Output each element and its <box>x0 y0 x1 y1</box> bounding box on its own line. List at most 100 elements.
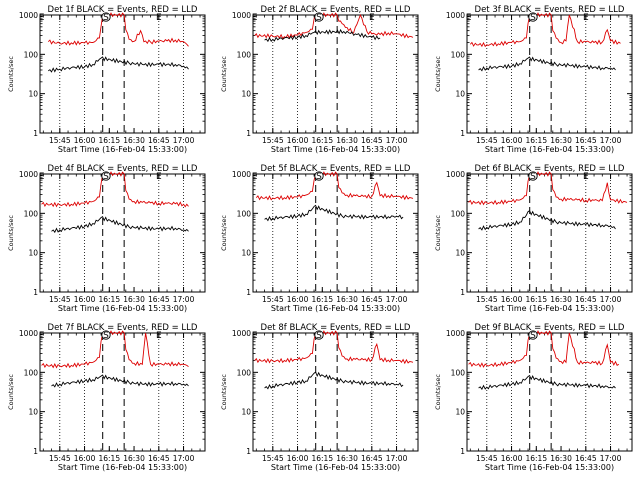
x-axis-label: Start Time (16-Feb-04 15:33:00) <box>271 304 400 313</box>
y-tick-label: 100 <box>237 209 252 218</box>
flag-e: E <box>252 331 258 341</box>
panel-4: Det 4f BLACK = Events, RED = LLD 1 10 100 10… <box>7 164 206 313</box>
flag-e: E <box>39 331 45 341</box>
x-tick-label: 17:00 <box>173 454 195 463</box>
y-tick-label: 10 <box>28 408 38 417</box>
x-tick-label: 16:30 <box>123 295 145 304</box>
flag-e: E <box>156 331 162 341</box>
y-axis-label: Counts/sec <box>434 56 442 92</box>
x-tick-label: 16:15 <box>98 454 120 463</box>
flag-e: E <box>252 13 258 23</box>
sun-flag-circle <box>528 171 538 181</box>
events-series-line <box>264 371 404 390</box>
x-tick-label: 17:00 <box>600 295 622 304</box>
x-axis-label: Start Time (16-Feb-04 15:33:00) <box>271 463 400 472</box>
x-tick-label: 16:15 <box>98 136 120 145</box>
events-series-line <box>264 204 404 222</box>
x-tick-label: 15:45 <box>262 136 284 145</box>
y-axis-label: Counts/sec <box>7 374 15 410</box>
flag-e: E <box>39 13 45 23</box>
x-tick-label: 15:45 <box>49 136 71 145</box>
plot-frame <box>252 332 419 452</box>
y-tick-label: 1000 <box>446 11 465 20</box>
x-tick-label: 16:00 <box>501 295 523 304</box>
y-tick-label: 100 <box>24 209 39 218</box>
y-tick-label: 1 <box>246 447 251 456</box>
lld-series-line <box>254 12 414 40</box>
x-tick-label: 16:15 <box>525 295 547 304</box>
x-tick-label: 16:15 <box>525 136 547 145</box>
x-tick-label: 16:30 <box>336 136 358 145</box>
flag-e: E <box>156 172 162 182</box>
x-tick-label: 15:45 <box>476 136 498 145</box>
x-tick-label: 17:00 <box>386 136 408 145</box>
x-tick-label: 16:00 <box>287 454 309 463</box>
y-tick-label: 1000 <box>446 329 465 338</box>
panel-title: Det 9f BLACK = Events, RED = LLD <box>475 323 625 333</box>
events-series-line <box>51 215 189 234</box>
panel-1: Det 1f BLACK = Events, RED = LLD 1 10 100 10… <box>7 5 206 154</box>
flag-s: S <box>316 331 322 341</box>
x-tick-label: 15:45 <box>476 454 498 463</box>
y-axis-label: Counts/sec <box>220 56 228 92</box>
flag-e: E <box>39 172 45 182</box>
x-axis-label: Start Time (16-Feb-04 15:33:00) <box>58 145 187 154</box>
x-tick-label: 17:00 <box>600 454 622 463</box>
y-tick-label: 1 <box>246 288 251 297</box>
events-series-line <box>264 28 381 43</box>
events-series-line <box>48 56 189 73</box>
plot-frame <box>466 14 633 134</box>
x-tick-label: 15:45 <box>49 454 71 463</box>
y-tick-label: 10 <box>28 90 38 99</box>
y-tick-label: 10 <box>241 408 251 417</box>
plot-frame <box>252 14 419 134</box>
y-tick-label: 100 <box>24 368 39 377</box>
x-tick-label: 16:30 <box>550 454 572 463</box>
y-axis-label: Counts/sec <box>7 56 15 92</box>
x-tick-label: 16:30 <box>123 454 145 463</box>
plot-frame <box>466 173 633 293</box>
sun-flag-circle <box>101 171 111 181</box>
sun-flag-circle <box>528 330 538 340</box>
panel-title: Det 2f BLACK = Events, RED = LLD <box>261 5 411 15</box>
panel-5: Det 5f BLACK = Events, RED = LLD 1 10 100 10… <box>220 164 419 313</box>
flag-s: S <box>103 172 109 182</box>
flag-e: E <box>252 172 258 182</box>
lld-series-line <box>255 171 414 201</box>
y-tick-label: 1000 <box>19 329 38 338</box>
x-tick-label: 16:45 <box>575 295 597 304</box>
lld-series-line <box>468 171 628 206</box>
panel-2: Det 2f BLACK = Events, RED = LLD 1 10 100 10… <box>220 5 419 154</box>
y-tick-label: 1 <box>460 129 465 138</box>
y-tick-label: 1 <box>33 447 38 456</box>
sun-flag-circle <box>314 171 324 181</box>
x-tick-label: 16:00 <box>74 454 96 463</box>
x-tick-label: 16:15 <box>525 454 547 463</box>
x-axis-label: Start Time (16-Feb-04 15:33:00) <box>485 463 614 472</box>
sun-flag-circle <box>314 330 324 340</box>
y-axis-label: Counts/sec <box>7 215 15 251</box>
y-tick-label: 1000 <box>446 170 465 179</box>
flag-s: S <box>316 13 322 23</box>
flag-s: S <box>103 13 109 23</box>
x-axis-label: Start Time (16-Feb-04 15:33:00) <box>58 463 187 472</box>
x-tick-label: 16:30 <box>336 295 358 304</box>
x-tick-label: 15:45 <box>476 295 498 304</box>
x-tick-label: 15:45 <box>262 454 284 463</box>
y-tick-label: 1000 <box>19 170 38 179</box>
events-series-line <box>478 374 616 391</box>
flag-s: S <box>103 331 109 341</box>
x-tick-label: 16:30 <box>550 136 572 145</box>
y-tick-label: 1000 <box>232 329 251 338</box>
x-tick-label: 16:45 <box>575 454 597 463</box>
x-tick-label: 16:15 <box>311 454 333 463</box>
flag-e: E <box>369 172 375 182</box>
sun-flag-circle <box>101 12 111 22</box>
panel-3: Det 3f BLACK = Events, RED = LLD 1 10 100 10… <box>434 5 633 154</box>
y-tick-label: 100 <box>451 50 466 59</box>
plot-frame <box>39 332 206 452</box>
x-axis-label: Start Time (16-Feb-04 15:33:00) <box>271 145 400 154</box>
lld-series-line <box>41 330 189 369</box>
